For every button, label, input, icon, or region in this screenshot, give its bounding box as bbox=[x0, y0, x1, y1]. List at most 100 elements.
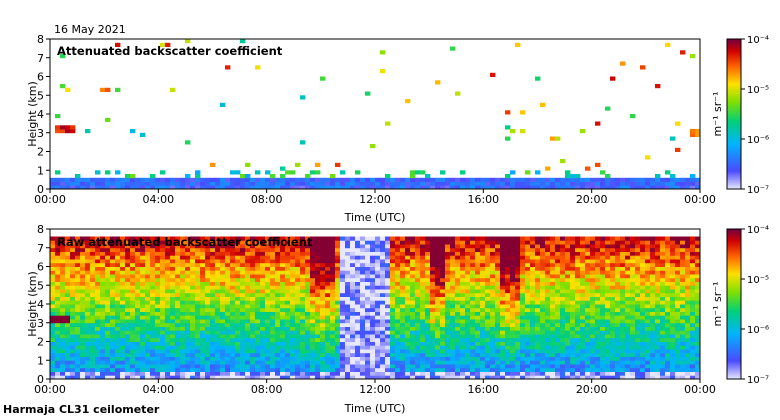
heatmap-cell bbox=[85, 326, 91, 331]
heatmap-cell bbox=[565, 185, 571, 190]
heatmap-cell bbox=[250, 375, 256, 380]
heatmap-cell bbox=[600, 274, 606, 279]
heatmap-cell bbox=[155, 337, 161, 342]
heatmap-cell bbox=[600, 330, 606, 335]
heatmap-cell bbox=[230, 266, 236, 271]
heatmap-cell bbox=[515, 281, 521, 286]
heatmap-cell bbox=[220, 360, 226, 365]
heatmap-cell bbox=[205, 181, 211, 186]
heatmap-cell bbox=[515, 341, 521, 346]
heatmap-cell bbox=[210, 315, 216, 320]
heatmap-cell bbox=[95, 296, 101, 301]
heatmap-cell bbox=[255, 367, 261, 372]
heatmap-cell bbox=[55, 266, 61, 271]
heatmap-cell bbox=[50, 277, 56, 282]
heatmap-cell bbox=[125, 349, 131, 354]
heatmap-cell bbox=[420, 319, 426, 324]
heatmap-cell bbox=[65, 367, 71, 372]
heatmap-cell bbox=[245, 177, 251, 182]
heatmap-cell bbox=[575, 240, 581, 245]
heatmap-cell bbox=[310, 375, 316, 380]
heatmap-cell bbox=[345, 330, 351, 335]
heatmap-cell bbox=[535, 330, 541, 335]
heatmap-cell bbox=[115, 330, 121, 335]
heatmap-cell bbox=[130, 174, 136, 179]
y-tick-label: 8 bbox=[37, 33, 44, 46]
heatmap-cell bbox=[605, 177, 611, 182]
heatmap-cell bbox=[280, 292, 286, 297]
heatmap-cell bbox=[100, 240, 106, 245]
heatmap-cell bbox=[250, 244, 256, 249]
heatmap-cell bbox=[85, 251, 91, 256]
heatmap-cell bbox=[285, 349, 291, 354]
heatmap-cell bbox=[135, 345, 141, 350]
heatmap-cell bbox=[390, 247, 396, 252]
heatmap-cell bbox=[580, 337, 586, 342]
heatmap-cell bbox=[300, 337, 306, 342]
heatmap-cell bbox=[425, 311, 431, 316]
heatmap-cell bbox=[160, 371, 166, 376]
heatmap-cell bbox=[530, 281, 536, 286]
heatmap-cell bbox=[340, 262, 346, 267]
heatmap-cell bbox=[250, 356, 256, 361]
heatmap-cell bbox=[260, 270, 266, 275]
heatmap-cell bbox=[50, 367, 56, 372]
heatmap-cell bbox=[355, 262, 361, 267]
heatmap-cell bbox=[370, 345, 376, 350]
heatmap-cell bbox=[515, 356, 521, 361]
heatmap-cell bbox=[540, 177, 546, 182]
heatmap-cell bbox=[185, 262, 191, 267]
heatmap-cell bbox=[380, 240, 386, 245]
heatmap-cell bbox=[215, 337, 221, 342]
heatmap-cell bbox=[90, 307, 96, 312]
heatmap-cell bbox=[205, 285, 211, 290]
heatmap-cell bbox=[155, 356, 161, 361]
heatmap-cell bbox=[555, 334, 561, 339]
heatmap-cell bbox=[125, 364, 131, 369]
heatmap-cell bbox=[495, 244, 501, 249]
heatmap-cell bbox=[415, 277, 421, 282]
heatmap-cell bbox=[135, 319, 141, 324]
heatmap-cell bbox=[180, 364, 186, 369]
heatmap-cell bbox=[380, 296, 386, 301]
heatmap-cell bbox=[415, 251, 421, 256]
heatmap-cell bbox=[575, 337, 581, 342]
heatmap-cell bbox=[170, 266, 176, 271]
heatmap-cell bbox=[560, 360, 566, 365]
heatmap-cell bbox=[465, 334, 471, 339]
heatmap-cell bbox=[400, 352, 406, 357]
heatmap-cell bbox=[560, 367, 566, 372]
heatmap-cell bbox=[630, 364, 636, 369]
heatmap-cell bbox=[315, 330, 321, 335]
heatmap-cell bbox=[315, 240, 321, 245]
heatmap-cell bbox=[465, 356, 471, 361]
heatmap-cell bbox=[255, 356, 261, 361]
heatmap-cell bbox=[440, 311, 446, 316]
heatmap-cell bbox=[575, 270, 581, 275]
heatmap-cell bbox=[505, 255, 511, 260]
heatmap-cell bbox=[445, 307, 451, 312]
heatmap-cell bbox=[70, 236, 76, 241]
heatmap-cell bbox=[150, 371, 156, 376]
heatmap-cell bbox=[375, 289, 381, 294]
heatmap-cell bbox=[355, 244, 361, 249]
heatmap-cell bbox=[575, 322, 581, 327]
heatmap-cell bbox=[545, 181, 551, 186]
heatmap-cell bbox=[365, 311, 371, 316]
heatmap-cell bbox=[615, 341, 621, 346]
heatmap-cell bbox=[210, 292, 216, 297]
heatmap-cell bbox=[595, 266, 601, 271]
heatmap-cell bbox=[210, 185, 216, 190]
heatmap-cell bbox=[125, 345, 131, 350]
heatmap-cell bbox=[190, 304, 196, 309]
heatmap-cell bbox=[620, 300, 626, 305]
heatmap-cell bbox=[230, 307, 236, 312]
heatmap-cell bbox=[605, 296, 611, 301]
heatmap-cell bbox=[285, 341, 291, 346]
heatmap-cell bbox=[455, 360, 461, 365]
heatmap-cell bbox=[290, 311, 296, 316]
heatmap-cell bbox=[310, 289, 316, 294]
heatmap-cell bbox=[590, 281, 596, 286]
heatmap-cell bbox=[330, 292, 336, 297]
heatmap-cell bbox=[390, 236, 396, 241]
